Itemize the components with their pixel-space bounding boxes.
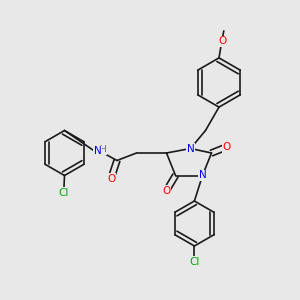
Text: O: O	[107, 173, 115, 184]
Text: O: O	[219, 36, 227, 46]
Text: Cl: Cl	[59, 188, 69, 198]
Text: O: O	[162, 185, 171, 196]
Text: N: N	[199, 170, 206, 181]
Text: O: O	[222, 142, 231, 152]
Text: Cl: Cl	[189, 257, 200, 267]
Text: N: N	[94, 146, 101, 157]
Text: N: N	[187, 143, 194, 154]
Text: H: H	[100, 146, 106, 154]
